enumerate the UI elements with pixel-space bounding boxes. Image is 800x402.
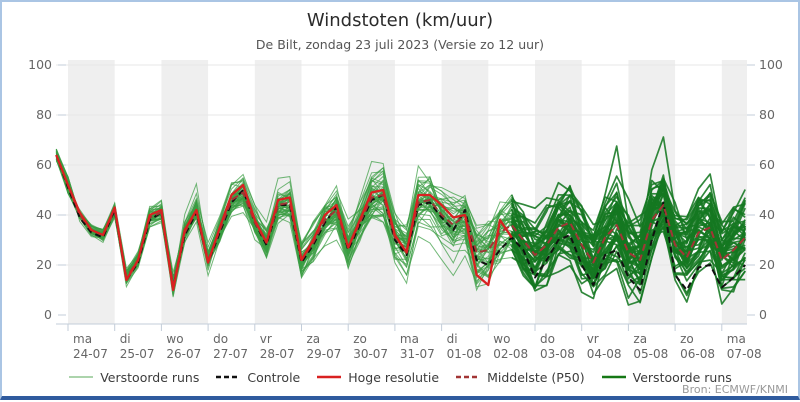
x-tick-weekday: zo	[353, 332, 367, 346]
x-tick-date: 03-08	[540, 347, 575, 361]
x-tick-date: 06-08	[680, 347, 715, 361]
x-tick-date: 29-07	[307, 347, 342, 361]
x-tick-date: 27-07	[213, 347, 248, 361]
x-tick-date: 31-07	[400, 347, 435, 361]
x-tick-weekday: do	[540, 332, 555, 346]
y-tick-label-left: 100	[28, 57, 52, 72]
legend-label: Middelste (P50)	[487, 369, 585, 385]
x-tick-date: 24-07	[73, 347, 108, 361]
x-tick-weekday: ma	[400, 332, 419, 346]
y-tick-label-left: 20	[36, 257, 52, 272]
legend-item-hires-solid: Hoge resolutie	[316, 370, 439, 385]
y-tick-label-right: 80	[759, 107, 775, 122]
x-tick-weekday: za	[633, 332, 647, 346]
day-band	[441, 60, 489, 324]
x-tick-weekday: di	[120, 332, 131, 346]
legend-swatch-control-dashed	[216, 375, 241, 379]
day-band	[161, 60, 209, 324]
x-tick-weekday: wo	[493, 332, 510, 346]
x-tick-date: 30-07	[353, 347, 388, 361]
x-tick-date: 26-07	[166, 347, 201, 361]
ensemble-member-line	[55, 150, 513, 289]
legend-item-ensemble-thick: Verstoorde runs	[601, 370, 732, 385]
ensemble-member-line	[55, 156, 512, 279]
x-tick-weekday: vr	[587, 332, 599, 346]
chart-subtitle: De Bilt, zondag 23 juli 2023 (Versie zo …	[255, 37, 545, 52]
ensemble-member-line-extended	[511, 204, 746, 299]
legend-label: Verstoorde runs	[632, 369, 732, 385]
x-tick-date: 05-08	[633, 347, 668, 361]
x-tick-weekday: za	[307, 332, 321, 346]
y-tick-label-right: 20	[759, 257, 775, 272]
legend-item-median-dashed: Middelste (P50)	[455, 370, 585, 385]
x-tick-date: 25-07	[120, 347, 155, 361]
x-tick-weekday: ma	[727, 332, 746, 346]
y-axis-labels: 0 0 20 20 40 40 60 60 80 80 100 100	[28, 57, 783, 322]
ensemble-member-line-extended	[511, 180, 746, 268]
ensemble-member-line-extended	[510, 179, 746, 248]
legend-swatch-ensemble-thin	[69, 376, 94, 378]
legend-item-ensemble-thin: Verstoorde runs	[68, 370, 199, 385]
y-tick-label-right: 0	[759, 307, 767, 322]
x-tick-weekday: di	[447, 332, 458, 346]
x-tick-date: 02-08	[493, 347, 528, 361]
legend-swatch-median-dashed	[456, 375, 481, 379]
x-tick-date: 01-08	[447, 347, 482, 361]
x-tick-weekday: ma	[73, 332, 92, 346]
x-axis-labels: ma24-07di25-07wo26-07do27-07vr28-07za29-…	[67, 324, 762, 361]
day-band	[535, 60, 582, 324]
legend-item-control-dashed: Controle	[215, 370, 300, 385]
y-tick-label-left: 80	[36, 107, 52, 122]
ensemble-member-line-extended	[511, 211, 746, 288]
ensemble-member-line-extended	[510, 192, 747, 292]
legend-swatch-hires-solid	[317, 375, 342, 379]
hires-line	[55, 154, 513, 292]
legend-label: Controle	[247, 369, 301, 385]
y-tick-label-left: 40	[36, 207, 52, 222]
y-tick-label-right: 40	[759, 207, 775, 222]
ensemble-member-line	[55, 159, 513, 291]
x-tick-weekday: zo	[680, 332, 694, 346]
x-tick-weekday: do	[213, 332, 228, 346]
y-tick-label-right: 60	[759, 157, 775, 172]
chart-legend: Verstoorde runs Controle Hoge resolutie Mid…	[2, 369, 798, 385]
y-tick-label-left: 0	[44, 307, 52, 322]
y-tick-label-right: 100	[759, 57, 783, 72]
x-tick-weekday: vr	[260, 332, 272, 346]
legend-swatch-ensemble-thick	[601, 375, 626, 379]
source-attribution: Bron: ECMWF/KNMI	[682, 383, 788, 396]
day-band	[68, 60, 115, 324]
x-tick-weekday: wo	[166, 332, 183, 346]
x-tick-date: 07-08	[727, 347, 762, 361]
x-tick-date: 04-08	[587, 347, 622, 361]
legend-label: Hoge resolutie	[348, 369, 440, 385]
page-title: Windstoten (km/uur)	[306, 10, 494, 31]
ensemble-member-line-extended	[510, 197, 746, 289]
y-tick-label-left: 60	[36, 157, 52, 172]
ensemble-member-line-extended	[511, 173, 746, 253]
x-tick-date: 28-07	[260, 347, 295, 361]
legend-label: Verstoorde runs	[100, 369, 200, 385]
